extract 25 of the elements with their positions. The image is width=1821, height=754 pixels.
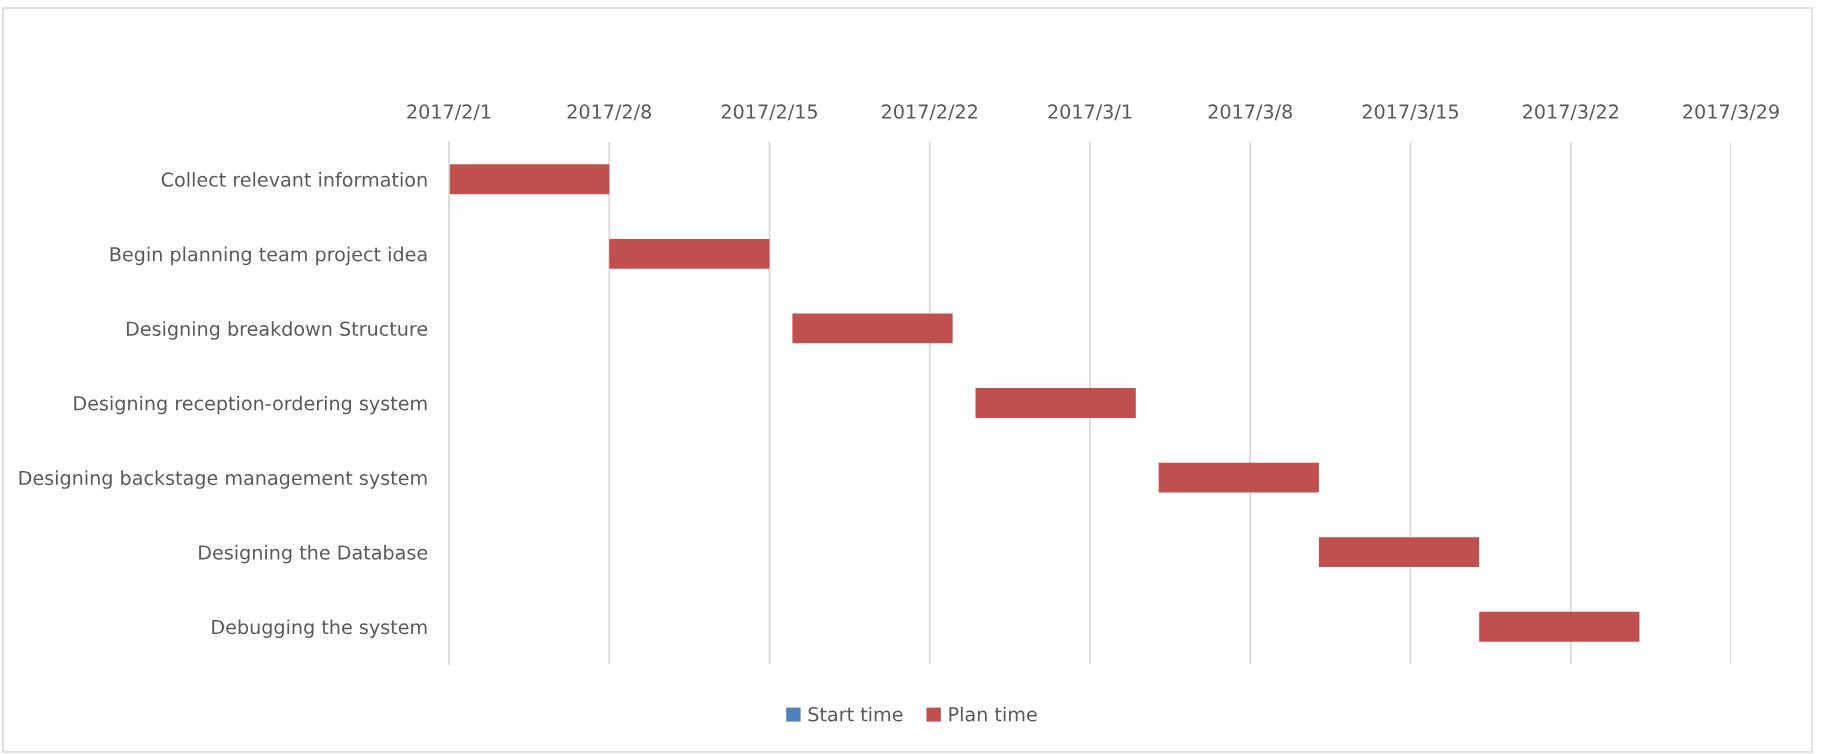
bar [1479, 611, 1640, 642]
bar [1158, 462, 1319, 493]
bar [792, 313, 953, 344]
x-tick-label: 2017/2/1 [407, 104, 491, 121]
y-tick-label: Debugging the system [212, 619, 427, 638]
bar [975, 388, 1136, 418]
y-tick-label: Designing backstage management system [19, 470, 427, 489]
x-tick-label: 2017/2/8 [567, 104, 651, 121]
x-tick-label: 2017/3/15 [1362, 104, 1458, 121]
y-tick-label: Designing the Database [199, 544, 428, 564]
x-tick-label: 2017/2/15 [721, 104, 817, 121]
legend-label: Start time [808, 706, 903, 722]
y-tick-label: Designing reception-ordering system [74, 395, 427, 415]
bar [449, 164, 610, 195]
y-tick-label: Collect relevant information [161, 172, 427, 187]
x-tick-label: 2017/3/1 [1048, 104, 1132, 121]
bar [1318, 537, 1480, 568]
x-tick-label: 2017/2/22 [882, 104, 977, 121]
y-tick-label: Designing breakdown Structure [126, 321, 428, 340]
y-tick-label: Begin planning team project idea [110, 246, 427, 266]
bar [609, 238, 770, 269]
x-tick-label: 2017/3/8 [1208, 104, 1292, 121]
x-tick-label: 2017/3/29 [1683, 104, 1779, 121]
legend-label: Plan time [949, 706, 1037, 722]
x-tick-label: 2017/3/22 [1523, 104, 1618, 121]
